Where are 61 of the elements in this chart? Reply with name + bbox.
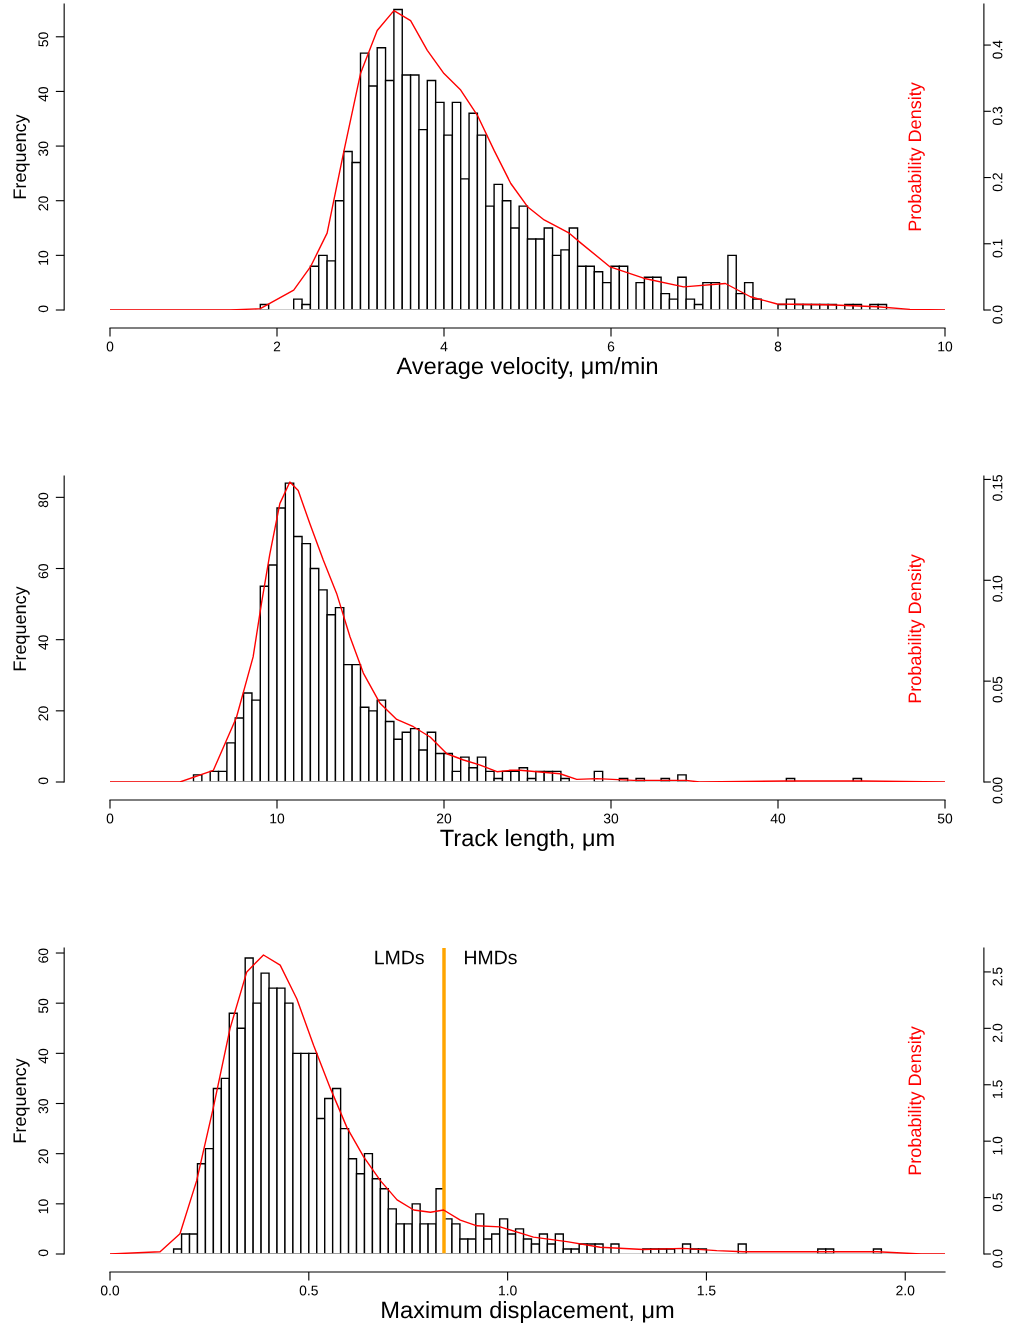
y2-axis-title: Probability Density — [907, 1026, 925, 1175]
y-tick-label: 60 — [38, 948, 49, 963]
x-tick-label: 30 — [603, 813, 619, 824]
y-tick-label: 0 — [38, 1249, 49, 1257]
y-tick-label: 20 — [38, 706, 49, 721]
y2-tick-label: 0.1 — [992, 239, 1003, 258]
y-axis-title: Frequency — [13, 114, 30, 199]
y-tick-label: 60 — [38, 564, 49, 579]
x-tick-label: 6 — [607, 341, 615, 352]
x-tick-label: 1.5 — [697, 1285, 716, 1296]
y-tick-label: 0 — [38, 777, 49, 785]
y2-tick-label: 0.0 — [992, 305, 1003, 324]
y-axis-title: Frequency — [13, 1058, 30, 1143]
x-tick-label: 2.0 — [896, 1285, 915, 1296]
y-tick-label: 40 — [38, 86, 49, 102]
y2-axis-title: Probability Density — [907, 82, 925, 231]
y-tick-label: 30 — [38, 1099, 49, 1114]
y-tick-label: 20 — [38, 196, 49, 211]
y2-tick-label: 2.0 — [992, 1023, 1003, 1042]
y-tick-label: 40 — [38, 635, 49, 650]
x-tick-label: 10 — [270, 813, 285, 824]
y2-tick-label: 1.0 — [992, 1136, 1003, 1155]
y-axis-title: Frequency — [13, 586, 30, 671]
x-tick-label: 0.5 — [299, 1285, 318, 1296]
y2-tick-label: 1.5 — [992, 1080, 1003, 1098]
x-tick-label: 0 — [106, 813, 114, 824]
x-axis-title: Track length, μm — [440, 828, 614, 851]
y-tick-label: 50 — [38, 32, 49, 47]
x-tick-label: 20 — [436, 813, 452, 824]
y-tick-label: 30 — [38, 141, 49, 156]
x-tick-label: 10 — [938, 341, 953, 352]
y2-tick-label: 0.2 — [992, 173, 1003, 192]
y2-tick-label: 2.5 — [992, 967, 1003, 986]
x-axis-title: Maximum displacement, μm — [382, 1300, 674, 1323]
y-tick-label: 0 — [38, 305, 49, 313]
x-axis-title: Average velocity, μm/min — [396, 356, 658, 379]
y2-tick-label: 0.3 — [992, 106, 1003, 126]
y2-tick-label: 0.5 — [992, 1193, 1003, 1212]
y-tick-label: 80 — [38, 492, 49, 508]
annotation: HMDs — [465, 950, 517, 965]
x-tick-label: 40 — [770, 813, 786, 824]
x-tick-label: 50 — [937, 813, 953, 824]
y2-tick-label: 0.15 — [992, 474, 1003, 501]
y2-tick-label: 0.05 — [992, 676, 1003, 703]
y-tick-label: 10 — [38, 1199, 49, 1214]
x-tick-label: 1.0 — [499, 1285, 517, 1296]
y-tick-label: 40 — [38, 1048, 49, 1064]
y2-axis-title: Probability Density — [907, 554, 925, 703]
x-tick-label: 0.0 — [100, 1285, 120, 1296]
x-tick-label: 0 — [106, 341, 114, 352]
y-tick-label: 10 — [38, 250, 49, 265]
y-tick-label: 20 — [38, 1149, 49, 1164]
y-tick-label: 50 — [38, 998, 49, 1014]
y2-tick-label: 0.0 — [992, 1249, 1003, 1268]
x-tick-label: 2 — [273, 341, 281, 352]
x-tick-label: 4 — [440, 341, 448, 352]
y2-tick-label: 0.00 — [992, 777, 1003, 804]
y2-tick-label: 0.4 — [992, 40, 1003, 59]
x-tick-label: 8 — [774, 341, 782, 352]
annotation: LMDs — [375, 950, 424, 965]
y2-tick-label: 0.10 — [992, 575, 1003, 602]
